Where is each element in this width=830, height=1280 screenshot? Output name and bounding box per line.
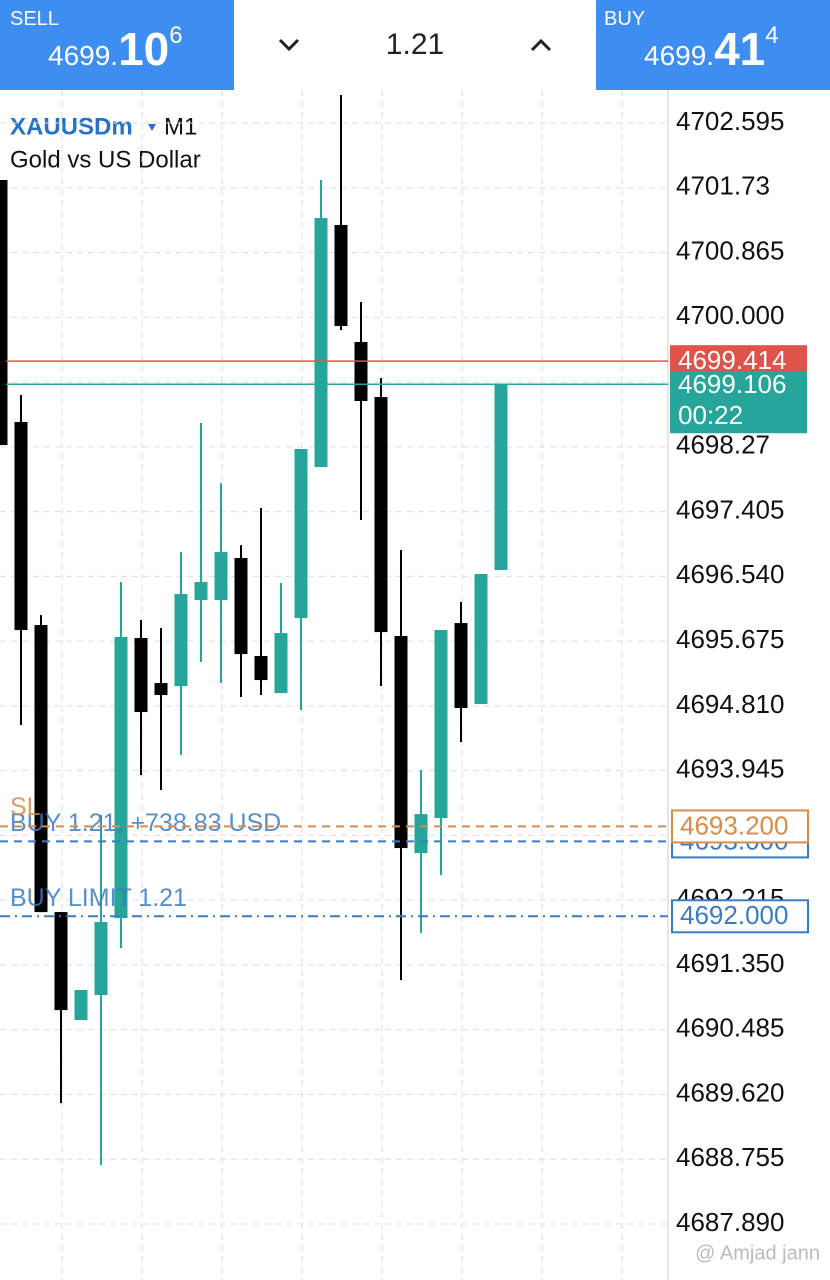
sell-price: 4699.106: [48, 22, 183, 76]
volume[interactable]: 1.21: [385, 28, 445, 61]
y-tick-label: 4693.945: [676, 754, 784, 784]
sell-button[interactable]: SELL 4699.106: [0, 0, 234, 90]
candle-body: [334, 224, 348, 326]
candle-body: [74, 990, 88, 1021]
candle-body: [94, 922, 108, 996]
candle-body: [434, 630, 448, 819]
increase-button[interactable]: [529, 37, 553, 53]
price-box-label: 4692.000: [680, 900, 788, 930]
buy-button[interactable]: BUY 4699.414: [596, 0, 830, 90]
bid-box: [670, 371, 807, 434]
sell-label: SELL: [10, 8, 59, 30]
trade-bar: SELL 4699.106 1.21 BUY 4699.414: [0, 0, 830, 90]
buy-price: 4699.414: [644, 22, 779, 76]
price-sup: 4: [765, 22, 779, 49]
order-text: BUY LIMIT 1.21: [10, 884, 187, 912]
candle-body: [354, 342, 368, 402]
candle-body: [154, 683, 168, 696]
y-tick-label: 4689.620: [676, 1077, 784, 1107]
y-tick-label: 4687.890: [676, 1207, 784, 1237]
candle-body: [234, 558, 248, 655]
candle-body: [274, 633, 288, 694]
y-tick-label: 4701.73: [676, 171, 770, 201]
candle-body: [414, 814, 428, 854]
bid-label: 4699.106: [678, 369, 786, 399]
candle-body: [174, 594, 188, 687]
candle-body: [254, 656, 268, 681]
candle-body: [294, 449, 308, 619]
candle-body: [0, 179, 8, 446]
order-text: BUY 1.21, +738.83 USD: [10, 809, 281, 837]
y-tick-label: 4700.865: [676, 235, 784, 265]
price-head: 4699.: [644, 40, 715, 71]
price-box: [671, 899, 809, 934]
bid-timer: 00:22: [678, 400, 743, 430]
y-tick-label: 4702.595: [676, 106, 784, 136]
y-tick-label: 4697.405: [676, 494, 784, 524]
candle-body: [394, 636, 408, 849]
price-sup: 6: [169, 22, 183, 49]
y-tick-label: 4698.27: [676, 430, 770, 460]
candle-body: [134, 638, 148, 713]
price-box: [671, 809, 809, 844]
candle-body: [54, 912, 68, 1011]
candle-body: [14, 422, 28, 631]
y-tick-label: 4700.000: [676, 300, 784, 330]
candle-body: [114, 637, 128, 919]
y-tick-label: 4694.810: [676, 689, 784, 719]
candle-body: [34, 625, 48, 913]
timeframe[interactable]: M1: [164, 113, 197, 140]
price-big: 41: [714, 23, 766, 75]
candle-body: [454, 623, 468, 709]
candle-body: [194, 582, 208, 601]
ask-label: 4699.414: [678, 345, 786, 375]
y-tick-label: 4691.350: [676, 948, 784, 978]
candle-body: [214, 552, 228, 601]
price-head: 4699.: [48, 40, 119, 71]
buy-label: BUY: [604, 8, 646, 30]
candle-body: [314, 218, 328, 468]
y-tick-label: 4695.675: [676, 624, 784, 654]
candle-body: [374, 397, 388, 633]
symbol-description: Gold vs US Dollar: [10, 146, 201, 173]
candle-body: [494, 384, 508, 570]
volume-selector: 1.21: [234, 0, 596, 90]
y-tick-label: 4690.485: [676, 1013, 784, 1043]
decrease-button[interactable]: [277, 37, 301, 53]
watermark: @ Amjad jann: [695, 1242, 820, 1264]
order-text: SL: [10, 793, 41, 821]
y-tick-label: 4696.540: [676, 559, 784, 589]
candle-body: [474, 574, 488, 705]
symbol-name[interactable]: XAUUSDm: [10, 113, 133, 140]
dropdown-icon[interactable]: [148, 124, 156, 131]
price-box-label: 4693.200: [680, 810, 788, 840]
y-tick-label: 4688.755: [676, 1142, 784, 1172]
price-big: 10: [118, 23, 170, 75]
